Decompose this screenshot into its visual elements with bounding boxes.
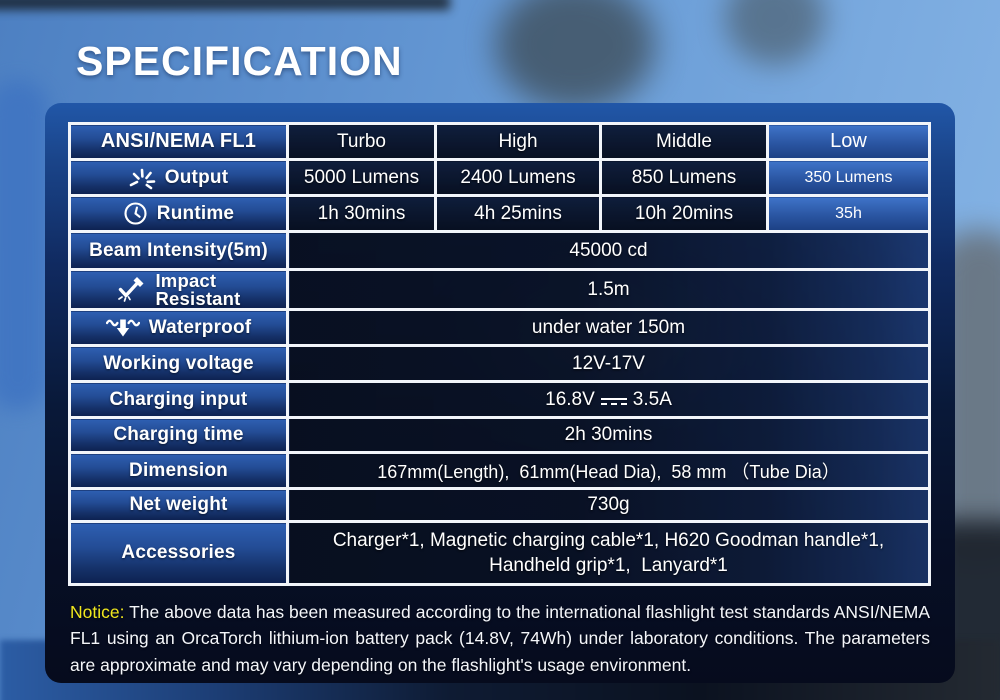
accessories-value: Charger*1, Magnetic charging cable*1, H6… [286, 520, 931, 587]
table-row-working-voltage: Working voltage 12V-17V [68, 344, 931, 384]
impact-label-line2: Resistant [155, 288, 241, 310]
output-middle: 850 Lumens [599, 158, 769, 197]
underwater-light-beam [0, 80, 48, 410]
table-row-net-weight: Net weight 730g [68, 487, 931, 524]
header-low: Low [766, 122, 931, 161]
accessories-line2: Handheld grip*1, Lanyard*1 [489, 555, 728, 577]
header-middle: Middle [599, 122, 769, 161]
charging-input-current: 3.5A [632, 388, 672, 410]
impact-hammer-icon [116, 276, 146, 303]
light-burst-icon [129, 166, 156, 190]
notice-text: Notice: The above data has been measured… [70, 599, 930, 678]
table-row-charging-input: Charging input 16.8V 3.5A [68, 380, 931, 420]
table-row-impact-resistant: Impact Resistant 1.5m [68, 267, 931, 312]
waterproof-value: under water 150m [286, 308, 931, 348]
dc-symbol-icon [600, 397, 627, 407]
accessories-line1: Charger*1, Magnetic charging cable*1, H6… [332, 529, 885, 551]
underwater-rock-silhouette [495, 0, 655, 110]
dimension-value: 167mm(Length), 61mm(Head Dia), 58 mm （Tu… [286, 451, 931, 491]
output-high: 2400 Lumens [434, 158, 602, 197]
header-high: High [434, 122, 602, 161]
specification-table: ANSI/NEMA FL1 Turbo High Middle Low Outp… [68, 122, 931, 587]
table-row-beam-intensity: Beam Intensity(5m) 45000 cd [68, 230, 931, 271]
notice-body: The above data has been measured accordi… [70, 602, 930, 675]
label-charging-time: Charging time [68, 416, 289, 455]
table-row-accessories: Accessories Charger*1, Magnetic charging… [68, 520, 931, 587]
underwater-rock-silhouette [0, 0, 450, 10]
label-runtime: Runtime [68, 194, 289, 233]
waterproof-arrow-icon [105, 316, 140, 339]
runtime-low: 35h [766, 194, 931, 233]
clock-icon [123, 201, 148, 226]
runtime-turbo: 1h 30mins [286, 194, 437, 233]
page-title: SPECIFICATION [76, 38, 403, 84]
header-turbo: Turbo [286, 122, 437, 161]
label-waterproof: Waterproof [68, 308, 289, 348]
header-ansi-nema: ANSI/NEMA FL1 [68, 122, 289, 161]
table-row-output: Output 5000 Lumens 2400 Lumens 850 Lumen… [68, 158, 931, 197]
table-row-waterproof: Waterproof under water 150m [68, 308, 931, 348]
net-weight-value: 730g [286, 487, 931, 524]
label-impact-resistant: Impact Resistant [68, 267, 289, 312]
table-header-row: ANSI/NEMA FL1 Turbo High Middle Low [68, 122, 931, 161]
label-charging-input: Charging input [68, 380, 289, 420]
notice-label: Notice: [70, 602, 125, 622]
label-working-voltage: Working voltage [68, 344, 289, 384]
underwater-rock-silhouette [725, 0, 825, 65]
output-low: 350 Lumens [766, 158, 931, 197]
table-row-runtime: Runtime 1h 30mins 4h 25mins 10h 20mins 3… [68, 194, 931, 233]
impact-label-line1: Impact [155, 270, 217, 291]
label-dimension: Dimension [68, 451, 289, 491]
charging-input-voltage: 16.8V [545, 388, 595, 410]
charging-time-value: 2h 30mins [286, 416, 931, 455]
runtime-middle: 10h 20mins [599, 194, 769, 233]
label-accessories: Accessories [68, 520, 289, 587]
runtime-high: 4h 25mins [434, 194, 602, 233]
charging-input-value: 16.8V 3.5A [286, 380, 931, 420]
table-row-charging-time: Charging time 2h 30mins [68, 416, 931, 455]
label-output: Output [68, 158, 289, 197]
impact-resistant-value: 1.5m [286, 267, 931, 312]
table-row-dimension: Dimension 167mm(Length), 61mm(Head Dia),… [68, 451, 931, 491]
output-turbo: 5000 Lumens [286, 158, 437, 197]
label-beam-intensity: Beam Intensity(5m) [68, 230, 289, 271]
beam-intensity-value: 45000 cd [286, 230, 931, 271]
label-net-weight: Net weight [68, 487, 289, 524]
working-voltage-value: 12V-17V [286, 344, 931, 384]
